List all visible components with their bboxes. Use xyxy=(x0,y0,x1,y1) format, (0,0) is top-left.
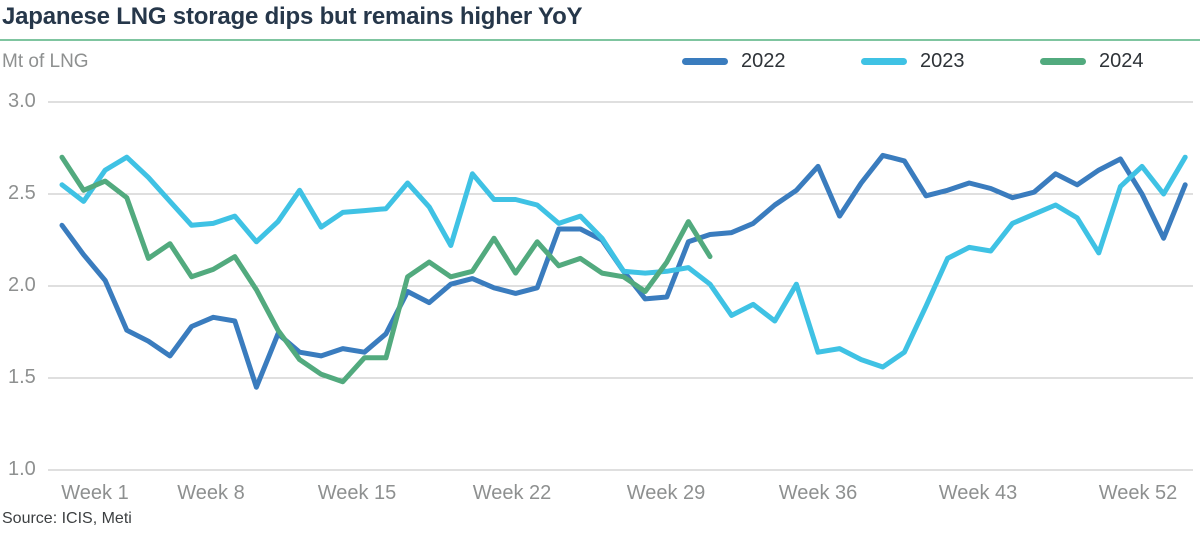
x-tick-label: Week 43 xyxy=(938,482,1018,504)
source-note: Source: ICIS, Meti xyxy=(2,510,132,527)
page-title: Japanese LNG storage dips but remains hi… xyxy=(2,3,583,30)
y-tick-label: 1.0 xyxy=(8,458,36,480)
y-tick-label: 1.5 xyxy=(8,366,36,388)
y-tick-label: 3.0 xyxy=(8,90,36,112)
x-tick-label: Week 22 xyxy=(472,482,552,504)
x-tick-label: Week 52 xyxy=(1098,482,1178,504)
y-tick-label: 2.0 xyxy=(8,274,36,296)
title-underline xyxy=(0,39,1200,41)
legend-item-2023: 2023 xyxy=(861,50,1040,73)
y-axis-unit-label: Mt of LNG xyxy=(2,51,89,72)
series-line-2023 xyxy=(59,154,1188,370)
legend-label-2024: 2024 xyxy=(1099,50,1144,72)
x-tick-label: Week 15 xyxy=(317,482,397,504)
legend-swatch-2022 xyxy=(682,58,728,65)
legend-swatch-2024 xyxy=(1040,58,1086,65)
x-tick-label: Week 1 xyxy=(61,482,129,504)
x-tick-label: Week 29 xyxy=(626,482,706,504)
legend-item-2024: 2024 xyxy=(1040,50,1200,73)
series-line-2024 xyxy=(59,154,713,385)
legend-swatch-2023 xyxy=(861,58,907,65)
x-tick-label: Week 36 xyxy=(778,482,858,504)
legend-item-2022: 2022 xyxy=(682,50,861,73)
x-tick-label: Week 8 xyxy=(177,482,245,504)
line-chart-plot-area xyxy=(48,101,1193,471)
legend: 2022 2023 2024 xyxy=(682,50,1200,73)
y-tick-label: 2.5 xyxy=(8,182,36,204)
legend-label-2022: 2022 xyxy=(741,50,786,72)
legend-label-2023: 2023 xyxy=(920,50,965,72)
